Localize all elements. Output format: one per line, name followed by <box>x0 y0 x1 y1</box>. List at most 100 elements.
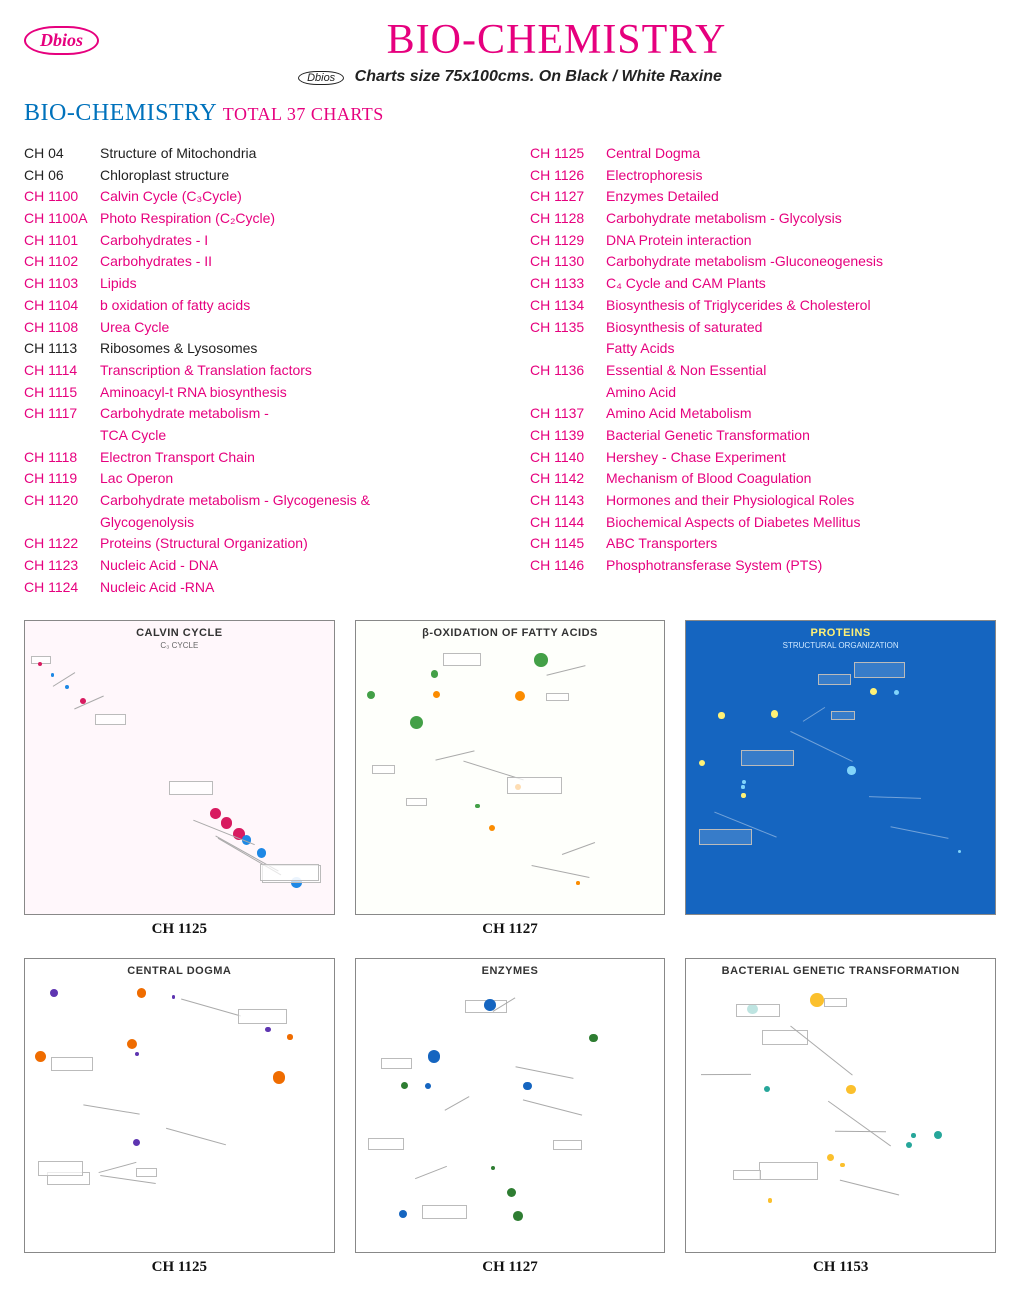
chart-name: Chloroplast structure <box>100 165 229 187</box>
decoration <box>534 653 548 667</box>
chart-name: Essential & Non Essential <box>606 360 766 382</box>
chart-row: CH 1136Essential & Non Essential <box>530 360 996 382</box>
chart-row: CH 1128Carbohydrate metabolism - Glycoly… <box>530 208 996 230</box>
chart-code: CH 1134 <box>530 295 606 317</box>
decoration <box>99 1162 136 1173</box>
decoration <box>491 1166 495 1170</box>
thumbnail-body <box>692 985 989 1246</box>
decoration <box>810 993 824 1007</box>
chart-code: CH 1123 <box>24 555 100 577</box>
decoration <box>741 793 745 797</box>
decoration <box>445 1097 470 1112</box>
decoration <box>133 1139 140 1146</box>
chart-row: CH 1140Hershey - Chase Experiment <box>530 447 996 469</box>
chart-row: CH 1126Electrophoresis <box>530 165 996 187</box>
chart-name: Carbohydrate metabolism -Gluconeogenesis <box>606 251 883 273</box>
chart-code: CH 1133 <box>530 273 606 295</box>
chart-row: CH 1137Amino Acid Metabolism <box>530 403 996 425</box>
chart-code: CH 1122 <box>24 533 100 555</box>
thumbnail-card: β-OXIDATION OF FATTY ACIDS <box>355 620 666 915</box>
chart-code: CH 1136 <box>530 360 606 382</box>
decoration <box>894 690 899 695</box>
chart-row: CH 1139Bacterial Genetic Transformation <box>530 425 996 447</box>
chart-name: TCA Cycle <box>100 425 166 447</box>
chart-code: CH 1144 <box>530 512 606 534</box>
chart-code: CH 1120 <box>24 490 100 512</box>
section-heading-blue: BIO-CHEMISTRY <box>24 100 216 126</box>
chart-code <box>24 512 100 534</box>
chart-row: CH 1142Mechanism of Blood Coagulation <box>530 468 996 490</box>
chart-name: Carbohydrates - I <box>100 230 208 252</box>
decoration <box>741 750 795 766</box>
chart-name: Lac Operon <box>100 468 173 490</box>
chart-name: Urea Cycle <box>100 317 169 339</box>
decoration <box>802 707 824 722</box>
chart-code: CH 1130 <box>530 251 606 273</box>
decoration <box>762 1030 808 1045</box>
thumbnail-title: ENZYMES <box>356 959 665 979</box>
decoration <box>507 777 562 794</box>
decoration <box>824 998 847 1007</box>
thumbnail-card: CENTRAL DOGMA <box>24 958 335 1253</box>
decoration <box>701 1074 751 1075</box>
chart-name: Central Dogma <box>606 143 700 165</box>
chart-code: CH 1117 <box>24 403 100 425</box>
chart-code: CH 1115 <box>24 382 100 404</box>
chart-row: CH 1123Nucleic Acid - DNA <box>24 555 490 577</box>
chart-row: CH 04Structure of Mitochondria <box>24 143 490 165</box>
subtitle: Dbios Charts size 75x100cms. On Black / … <box>24 68 996 86</box>
decoration <box>764 1086 770 1092</box>
chart-row: CH 1119Lac Operon <box>24 468 490 490</box>
decoration <box>53 672 75 687</box>
thumbnail-caption: CH 1127 <box>355 1259 666 1276</box>
decoration <box>273 1071 286 1084</box>
chart-row: CH 1122Proteins (Structural Organization… <box>24 533 490 555</box>
chart-code: CH 1146 <box>530 555 606 577</box>
chart-list-right: CH 1125Central DogmaCH 1126Electrophores… <box>530 143 996 598</box>
decoration <box>870 688 877 695</box>
decoration <box>38 1161 83 1175</box>
decoration <box>532 865 590 878</box>
chart-name: Calvin Cycle (C₃Cycle) <box>100 186 242 208</box>
section-heading-pink: TOTAL 37 CHARTS <box>223 104 384 124</box>
decoration <box>287 1034 292 1039</box>
decoration <box>890 826 948 839</box>
decoration <box>958 850 961 853</box>
decoration <box>835 1130 886 1132</box>
chart-name: Carbohydrate metabolism - <box>100 403 269 425</box>
chart-row: CH 1135Biosynthesis of saturated <box>530 317 996 339</box>
chart-row: CH 1127Enzymes Detailed <box>530 186 996 208</box>
decoration <box>768 1198 773 1203</box>
header: Dbios BIO-CHEMISTRY <box>24 16 996 64</box>
chart-row: CH 1125Central Dogma <box>530 143 996 165</box>
decoration <box>135 1052 139 1056</box>
chart-row: Fatty Acids <box>530 338 996 360</box>
decoration <box>911 1133 916 1138</box>
decoration <box>422 1205 467 1219</box>
thumbnail-body <box>362 647 659 908</box>
decoration <box>840 1163 845 1168</box>
chart-name: C₄ Cycle and CAM Plants <box>606 273 766 295</box>
decoration <box>401 1082 408 1089</box>
chart-list-left: CH 04Structure of MitochondriaCH 06Chlor… <box>24 143 490 598</box>
decoration <box>428 1050 441 1063</box>
decoration <box>553 1140 582 1150</box>
chart-code: CH 1137 <box>530 403 606 425</box>
decoration <box>869 796 921 799</box>
decoration <box>137 988 146 997</box>
chart-row: CH 1118Electron Transport Chain <box>24 447 490 469</box>
decoration <box>399 1210 407 1218</box>
thumbnail-caption: CH 1127 <box>355 921 666 938</box>
decoration <box>489 825 495 831</box>
chart-code: CH 1119 <box>24 468 100 490</box>
thumbnail-title: β-OXIDATION OF FATTY ACIDS <box>356 621 665 641</box>
decoration <box>435 750 474 760</box>
decoration <box>433 691 440 698</box>
thumbnail-caption: CH 1125 <box>24 921 335 938</box>
chart-code: CH 1145 <box>530 533 606 555</box>
section-heading: BIO-CHEMISTRY TOTAL 37 CHARTS <box>24 100 996 127</box>
chart-name: Carbohydrate metabolism - Glycolysis <box>606 208 842 230</box>
decoration <box>831 711 855 720</box>
decoration <box>742 780 746 784</box>
chart-name: Hormones and their Physiological Roles <box>606 490 854 512</box>
